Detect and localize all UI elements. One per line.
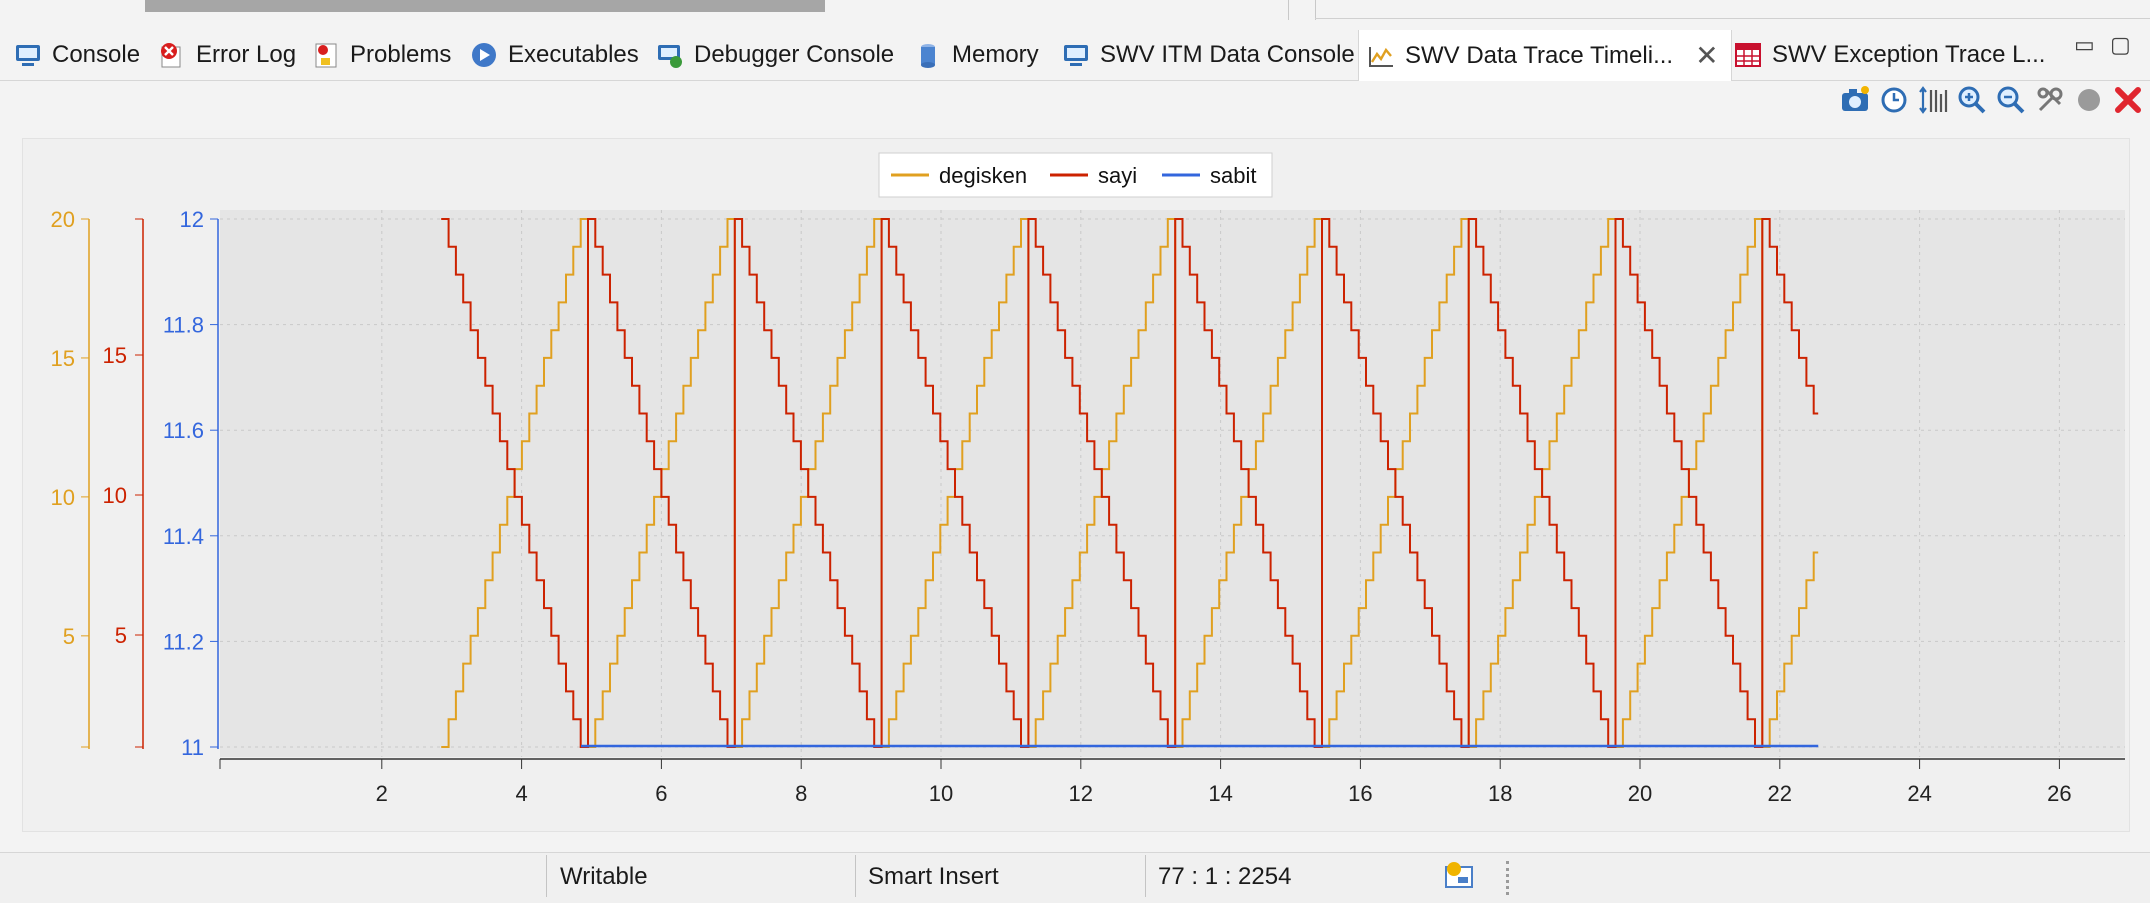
- tab-problems[interactable]: Problems: [312, 30, 451, 80]
- stop-icon[interactable]: [2112, 84, 2144, 116]
- tab-swv-itm-data-console[interactable]: SWV ITM Data Console: [1062, 30, 1355, 80]
- tab-label: SWV Exception Trace L...: [1772, 41, 2046, 68]
- x-tick-label: 14: [1208, 781, 1232, 806]
- series-degisken-line: [441, 218, 1819, 748]
- tab-label: Error Log: [196, 41, 297, 68]
- editor-top-strip: [0, 0, 2150, 28]
- x-tick-label: 18: [1488, 781, 1512, 806]
- y2-tick-label: 10: [103, 483, 127, 508]
- exception-table-icon: [1735, 43, 1761, 67]
- tab-label: SWV Data Trace Timeli...: [1405, 41, 1674, 69]
- tab-debugger-console[interactable]: Debugger Console: [656, 30, 894, 80]
- divider: [1315, 0, 1316, 20]
- itm-console-icon: [1064, 45, 1088, 66]
- y3-tick-label: 11.6: [163, 418, 204, 443]
- plot-area[interactable]: [220, 210, 2125, 757]
- legend-label-sabit: sabit: [1210, 163, 1256, 188]
- timeline-plot-panel[interactable]: 2 4 6 8 10 12 14 16 18 20 22 24 26 20 15 10 5 15 10 5 12 11.8…: [22, 138, 2130, 832]
- y3-tick-label: 11.8: [163, 313, 204, 338]
- x-tick-label: 2: [376, 781, 388, 806]
- zoom-out-icon[interactable]: [1995, 84, 2027, 116]
- x-tick-label: 26: [2047, 781, 2071, 806]
- x-tick-label: 4: [515, 781, 527, 806]
- divider: [546, 855, 547, 897]
- y3-tick-label: 11: [181, 735, 204, 760]
- series-sayi-line: [441, 218, 1819, 748]
- y3-tick-label: 11.4: [163, 524, 204, 549]
- y2-tick-label: 15: [103, 343, 127, 368]
- clock-icon[interactable]: [1878, 84, 1910, 116]
- tab-executables[interactable]: Executables: [470, 30, 639, 80]
- timeline-toolbar: [1839, 84, 2144, 118]
- minimize-icon[interactable]: ▭: [2074, 32, 2095, 57]
- view-tab-bar: Console Error Log Problems Executables D…: [0, 30, 2150, 81]
- x-tick-label: 20: [1628, 781, 1652, 806]
- zoom-in-icon[interactable]: [1956, 84, 1988, 116]
- progress-icon[interactable]: [1442, 859, 1480, 895]
- settings-icon[interactable]: [2034, 84, 2066, 116]
- x-tick-label: 12: [1069, 781, 1093, 806]
- y2-tick-label: 5: [115, 623, 127, 648]
- divider: [855, 855, 856, 897]
- y1-tick-label: 5: [63, 624, 75, 649]
- x-tick-label: 8: [795, 781, 807, 806]
- maximize-icon[interactable]: ▢: [2110, 32, 2131, 57]
- status-drag-handle[interactable]: [1506, 861, 1511, 895]
- record-icon[interactable]: [2073, 84, 2105, 116]
- tab-memory[interactable]: Memory: [914, 30, 1039, 80]
- tab-swv-data-trace-timeline[interactable]: SWV Data Trace Timeli... ✕: [1358, 30, 1732, 81]
- y1-tick-label: 15: [51, 346, 75, 371]
- tab-console[interactable]: Console: [14, 30, 140, 80]
- debugger-console-icon: [658, 45, 682, 68]
- divider: [1145, 855, 1146, 897]
- tab-error-log[interactable]: Error Log: [158, 30, 296, 80]
- error-log-icon: [161, 43, 181, 68]
- legend-label-sayi: sayi: [1098, 163, 1137, 188]
- camera-icon[interactable]: [1839, 84, 1871, 116]
- tab-label: Debugger Console: [694, 41, 895, 68]
- status-insert-mode: Smart Insert: [868, 863, 999, 890]
- close-icon[interactable]: ✕: [1695, 40, 1719, 71]
- x-tick-label: 22: [1768, 781, 1792, 806]
- tab-label: Memory: [952, 41, 1039, 68]
- timeline-icon: [1369, 46, 1393, 67]
- legend-label-degisken: degisken: [939, 163, 1027, 188]
- y3-tick-label: 12: [180, 207, 204, 232]
- tab-label: Problems: [350, 41, 452, 68]
- memory-icon: [921, 44, 935, 68]
- tab-label: Executables: [508, 41, 639, 68]
- scale-icon[interactable]: [1917, 84, 1949, 116]
- x-tick-label: 10: [929, 781, 953, 806]
- x-tick-label: 16: [1348, 781, 1372, 806]
- status-cursor-position: 77 : 1 : 2254: [1158, 863, 1292, 890]
- console-icon: [16, 45, 40, 66]
- executables-icon: [472, 43, 496, 67]
- tab-swv-exception-trace-log[interactable]: SWV Exception Trace L...: [1734, 30, 2045, 80]
- timeline-chart[interactable]: 2 4 6 8 10 12 14 16 18 20 22 24 262015105151051211.8…: [23, 139, 2129, 831]
- status-writable: Writable: [560, 863, 648, 890]
- tab-label: SWV ITM Data Console: [1100, 41, 1355, 68]
- divider: [1315, 18, 2150, 19]
- x-tick-label: 6: [655, 781, 667, 806]
- problems-icon: [315, 43, 337, 68]
- x-tick-label: 24: [1907, 781, 1931, 806]
- y1-tick-label: 10: [51, 485, 75, 510]
- divider: [1288, 0, 1289, 20]
- tab-label: Console: [52, 41, 141, 68]
- y3-tick-label: 11.2: [163, 629, 204, 654]
- y1-tick-label: 20: [51, 207, 75, 232]
- status-bar: Writable Smart Insert 77 : 1 : 2254: [0, 852, 2150, 903]
- horizontal-scrollbar-thumb[interactable]: [145, 0, 825, 12]
